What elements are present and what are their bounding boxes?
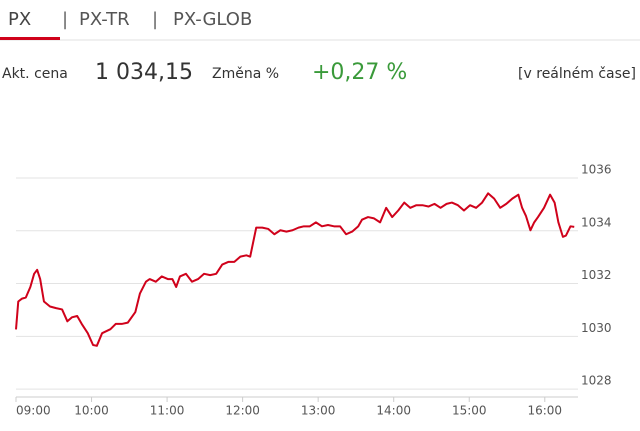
tab[interactable]: PX	[8, 9, 31, 30]
x-tick-label: 14:00	[376, 404, 411, 418]
price: 1 034,15	[95, 60, 193, 85]
svg-text:|: |	[152, 9, 158, 30]
mode: [v reálném čase]	[518, 66, 636, 82]
tab[interactable]: PX-GLOB	[173, 9, 252, 30]
price-label: Akt. cena	[2, 66, 68, 82]
x-tick-label: 16:00	[527, 404, 562, 418]
x-tick-label: 09:00	[16, 404, 51, 418]
change-label: Změna %	[212, 66, 279, 82]
change: +0,27 %	[312, 60, 407, 85]
chart: 1028 1030 1032 1034 1036 09:00 10:00 11:00 12:00…	[15, 163, 612, 418]
x-tick-label: 10:00	[74, 404, 109, 418]
y-tick-label: 1034	[581, 215, 612, 229]
tab[interactable]: PX-TR	[79, 9, 130, 30]
x-tick-label: 13:00	[301, 404, 336, 418]
svg-text:|: |	[62, 9, 68, 30]
x-tick-label: 15:00	[452, 404, 487, 418]
x-tick-label: 12:00	[225, 404, 260, 418]
y-tick-label: 1036	[581, 163, 612, 177]
y-tick-label: 1028	[581, 374, 612, 388]
y-tick-label: 1030	[581, 321, 612, 335]
price-line	[15, 192, 575, 347]
x-tick-label: 11:00	[150, 404, 185, 418]
active-tab-indicator	[0, 37, 60, 40]
y-tick-label: 1032	[581, 268, 612, 282]
